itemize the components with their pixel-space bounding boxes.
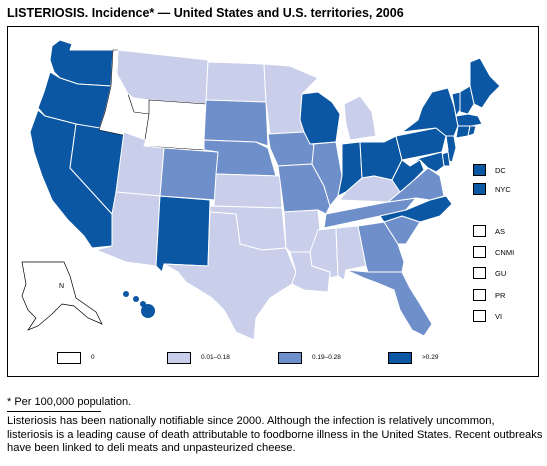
state-pa [395, 127, 447, 161]
state-tx [163, 211, 297, 341]
territory-pr-label: PR [495, 291, 506, 300]
state-ks [213, 173, 283, 209]
territory-vi-label: VI [495, 312, 503, 321]
legend-swatch-1 [167, 352, 191, 364]
state-mt [116, 49, 209, 105]
state-ak [21, 261, 103, 331]
territory-dc-box [473, 164, 486, 176]
legend-swatch-3 [388, 352, 412, 364]
territory-vi-box [473, 310, 486, 322]
hawaii-island [133, 296, 139, 302]
territory-gu-box [473, 267, 486, 279]
state-sd [203, 99, 269, 147]
state-il [311, 141, 343, 207]
state-md [409, 151, 445, 173]
legend-label-2: 0.19–0.28 [312, 354, 341, 361]
footnote-divider [7, 411, 101, 412]
legend-label-0: 0 [91, 354, 95, 361]
state-mi [343, 95, 377, 141]
caption-text: Listeriosis has been nationally notifiab… [7, 415, 543, 454]
legend-label-3: >0.29 [422, 354, 439, 361]
state-hi [141, 304, 155, 318]
state-nm [155, 195, 211, 273]
footnote: * Per 100,000 population. [7, 396, 132, 408]
territory-nyc-box [473, 183, 486, 195]
legend-swatch-2 [278, 352, 302, 364]
state-nh [459, 85, 475, 115]
territory-cnmi-box [473, 246, 486, 258]
state-me [469, 57, 501, 109]
map-title: LISTERIOSIS. Incidence* — United States … [7, 6, 404, 20]
territory-dc-label: DC [495, 166, 506, 175]
legend-label-1: 0.01–0.18 [201, 354, 230, 361]
territory-as-box [473, 225, 486, 237]
territory-pr-box [473, 289, 486, 301]
state-co [159, 147, 219, 201]
territory-as-label: AS [495, 227, 506, 236]
hawaii-island [123, 291, 129, 297]
state-fl [345, 269, 433, 337]
state-ny [401, 87, 459, 137]
state-nd [205, 61, 267, 103]
state-wy [143, 99, 207, 151]
territory-cnmi-label: CNMI [495, 248, 515, 257]
state-wv [391, 159, 425, 193]
map-frame [7, 26, 539, 377]
territory-nyc-label: NYC [495, 185, 511, 194]
territory-gu-label: GU [495, 269, 507, 278]
state-ri [467, 125, 477, 137]
state-nc [379, 195, 453, 223]
state-wi [299, 91, 341, 145]
legend-swatch-0 [57, 352, 81, 364]
alaska-inset-label: N [59, 283, 65, 290]
